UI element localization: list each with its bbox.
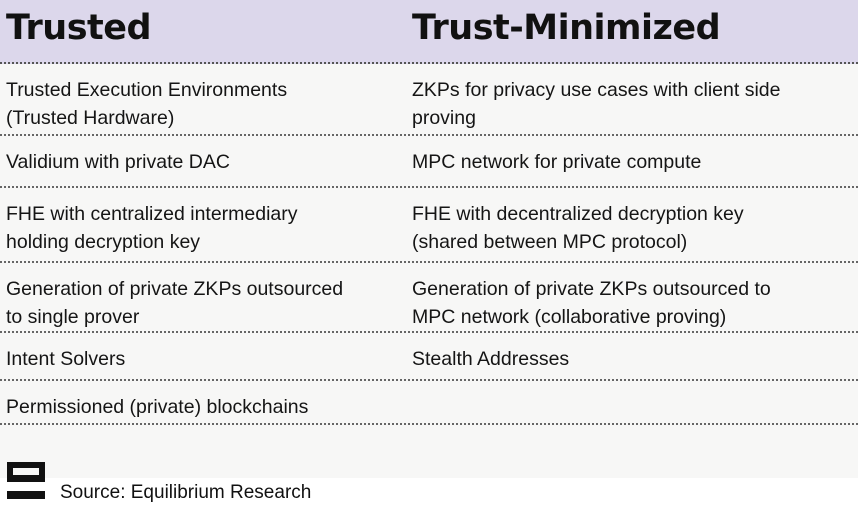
cell-line: Stealth Addresses (412, 348, 570, 370)
row-4-trust-minimized-cell: Generation of private ZKPs outsourced to… (412, 275, 771, 331)
table-header: Trusted Trust-Minimized (0, 0, 858, 64)
column-header-trust-minimized: Trust-Minimized (412, 8, 721, 48)
source-caption: Source: Equilibrium Research (60, 482, 312, 503)
table-row: FHE with centralized intermediary holdin… (0, 188, 858, 263)
cell-line: FHE with centralized intermediary (6, 203, 298, 225)
row-2-trusted-cell: Validium with private DAC (6, 148, 230, 176)
comparison-table: Trusted Trust-Minimized Trusted Executio… (0, 0, 858, 425)
cell-line: MPC network for private compute (412, 151, 702, 173)
row-4-trusted-cell: Generation of private ZKPs outsourced to… (6, 275, 343, 331)
column-header-trusted: Trusted (6, 8, 152, 48)
table-row: Trusted Execution Environments (Trusted … (0, 64, 858, 136)
cell-line: to single prover (6, 306, 140, 328)
table-row: Generation of private ZKPs outsourced to… (0, 263, 858, 333)
row-3-trusted-cell: FHE with centralized intermediary holdin… (6, 200, 298, 256)
footer: Source: Equilibrium Research (0, 462, 860, 516)
table-row: Validium with private DAC MPC network fo… (0, 136, 858, 188)
cell-line: Generation of private ZKPs outsourced to (412, 278, 771, 300)
equilibrium-logo-icon (7, 462, 45, 482)
row-1-trust-minimized-cell: ZKPs for privacy use cases with client s… (412, 76, 780, 132)
cell-line: (Trusted Hardware) (6, 107, 175, 129)
cell-line: MPC network (collaborative proving) (412, 306, 727, 328)
table-row: Permissioned (private) blockchains (0, 381, 858, 425)
row-3-trust-minimized-cell: FHE with decentralized decryption key (s… (412, 200, 744, 256)
row-6-trusted-cell: Permissioned (private) blockchains (6, 393, 308, 421)
cell-line: Permissioned (private) blockchains (6, 396, 309, 418)
cell-line: holding decryption key (6, 231, 201, 253)
row-5-trusted-cell: Intent Solvers (6, 345, 125, 373)
cell-line: Intent Solvers (6, 348, 126, 370)
cell-line: (shared between MPC protocol) (412, 231, 688, 253)
cell-line: Validium with private DAC (6, 151, 230, 173)
cell-line: proving (412, 107, 476, 129)
row-1-trusted-cell: Trusted Execution Environments (Trusted … (6, 76, 287, 132)
table-row: Intent Solvers Stealth Addresses (0, 333, 858, 381)
cell-line: ZKPs for privacy use cases with client s… (412, 79, 781, 101)
row-2-trust-minimized-cell: MPC network for private compute (412, 148, 701, 176)
cell-line: Trusted Execution Environments (6, 79, 288, 101)
row-5-trust-minimized-cell: Stealth Addresses (412, 345, 569, 373)
equilibrium-logo-bar (7, 491, 45, 499)
cell-line: FHE with decentralized decryption key (412, 203, 744, 225)
cell-line: Generation of private ZKPs outsourced (6, 278, 344, 300)
